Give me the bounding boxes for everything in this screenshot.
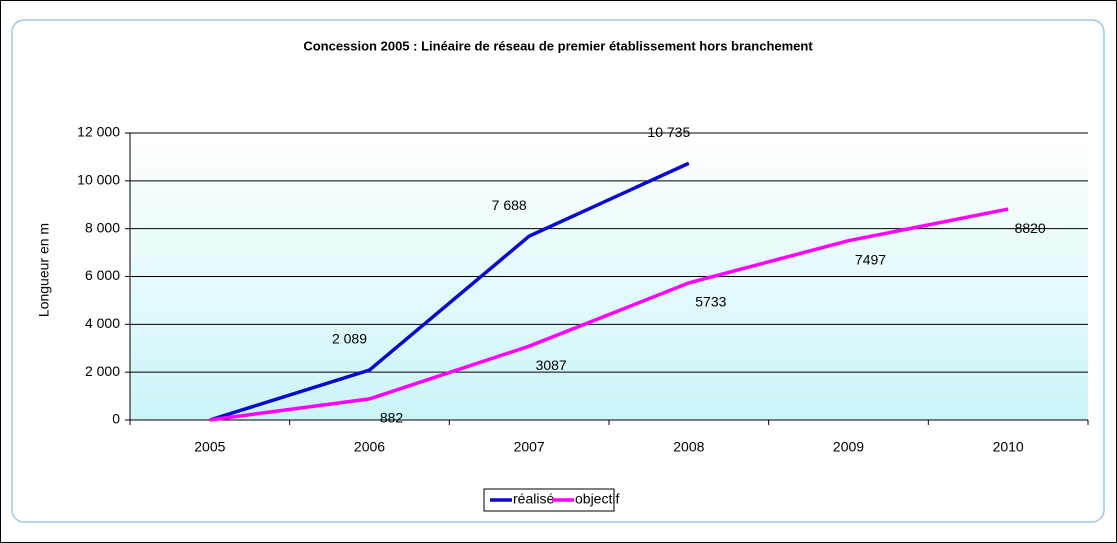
data-label: 2 089 xyxy=(332,331,367,347)
x-tick-label: 2008 xyxy=(673,439,704,455)
data-label: 882 xyxy=(380,410,404,426)
data-label: 7 688 xyxy=(492,197,527,213)
x-tick-label: 2010 xyxy=(993,439,1024,455)
y-tick-label: 4 000 xyxy=(85,315,120,331)
y-tick-label: 8 000 xyxy=(85,219,120,235)
chart-title: Concession 2005 : Linéaire de réseau de … xyxy=(303,38,813,53)
data-label: 5733 xyxy=(695,294,726,310)
series-line xyxy=(209,207,1009,422)
legend-label: objectif xyxy=(575,491,619,507)
legend-label: réalisé xyxy=(513,491,554,507)
data-label: 8820 xyxy=(1015,220,1046,236)
series-line xyxy=(209,161,690,422)
data-label: 3087 xyxy=(536,357,567,373)
legend-box xyxy=(483,488,615,512)
data-label: 10 735 xyxy=(647,124,690,140)
x-tick-label: 2006 xyxy=(354,439,385,455)
x-tick-label: 2005 xyxy=(194,439,225,455)
y-axis-label: Longueur en m xyxy=(36,223,52,317)
y-tick-label: 12 000 xyxy=(77,124,120,140)
y-tick-label: 10 000 xyxy=(77,172,120,188)
x-tick-label: 2007 xyxy=(514,439,545,455)
y-tick-label: 0 xyxy=(112,411,120,427)
x-tick-label: 2009 xyxy=(833,439,864,455)
y-tick-label: 2 000 xyxy=(85,363,120,379)
y-tick-label: 6 000 xyxy=(85,267,120,283)
data-label: 7497 xyxy=(855,251,886,267)
